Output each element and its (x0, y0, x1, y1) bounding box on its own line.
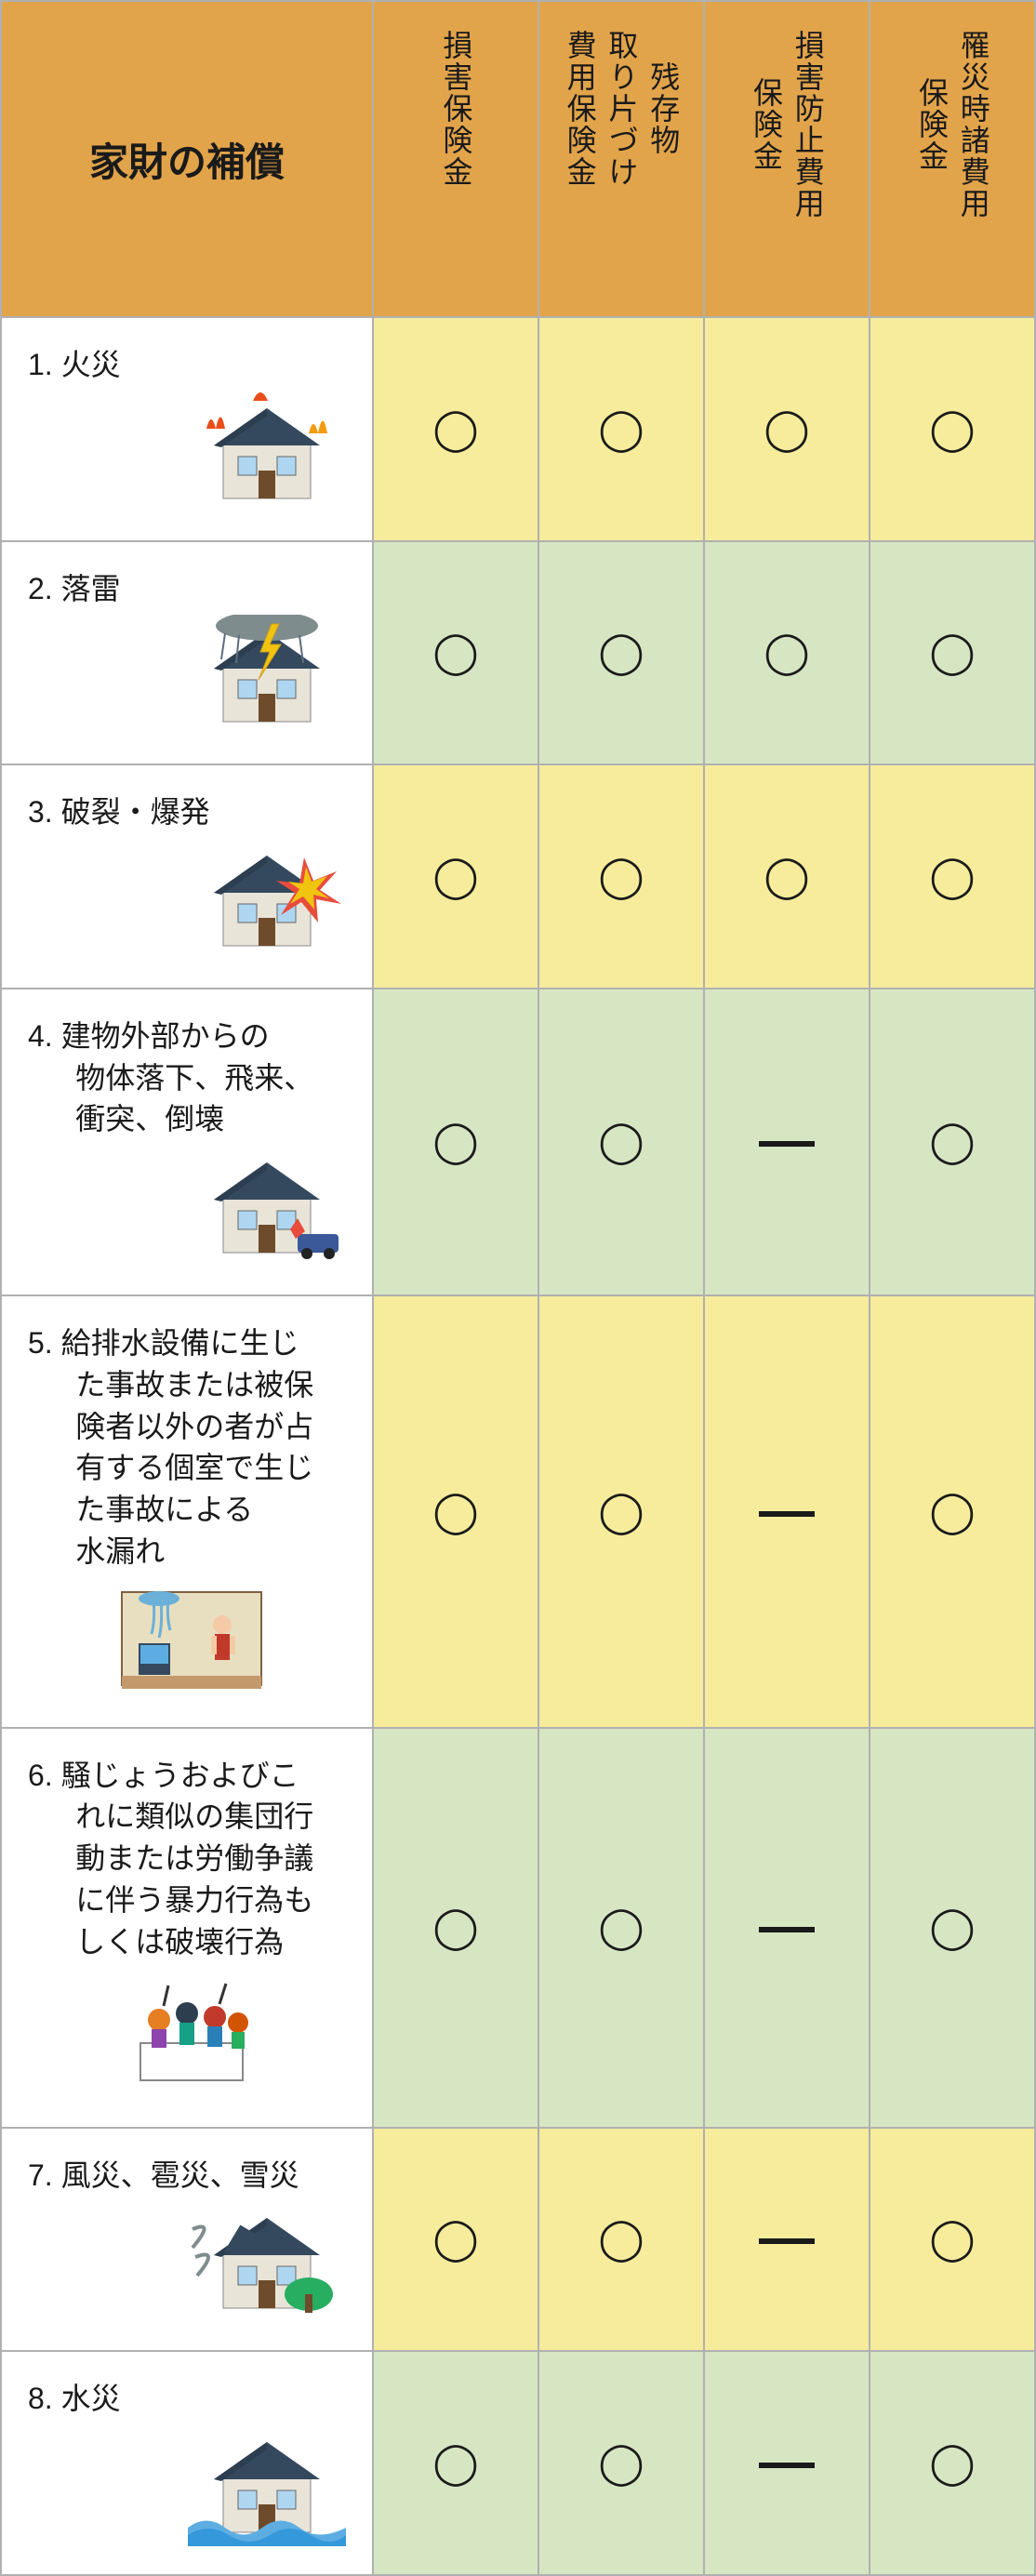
col-header-3-text: 損害防止費用保険金 (745, 30, 829, 219)
coverage-cell: ◯ (538, 764, 704, 989)
coverage-cell: ◯ (538, 1295, 704, 1728)
dash-mark (759, 2463, 815, 2468)
lightning-icon (188, 615, 346, 736)
dash-mark (759, 2238, 815, 2244)
row-label: 5. 給排水設備に生じた事故または被保険者以外の者が占有する個室で生じた事故によ… (1, 1295, 373, 1728)
row-label: 8. 水災 (1, 2351, 373, 2575)
row-label: 6. 騒じょうおよびこれに類似の集団行動または労働争議に伴う暴力行為もしくは破壊… (1, 1728, 373, 2128)
table-row: 2. 落雷◯◯◯◯ (1, 541, 1035, 765)
leak-icon (113, 1578, 271, 1699)
coverage-cell: ◯ (538, 2128, 704, 2352)
row-label: 2. 落雷 (1, 541, 373, 765)
coverage-cell: ◯ (870, 541, 1035, 765)
col-header-4: 罹災時諸費用保険金 (870, 1, 1035, 317)
coverage-cell (704, 2351, 870, 2575)
coverage-cell: ◯ (538, 1728, 704, 2128)
coverage-cell: ◯ (373, 2128, 538, 2352)
impact-icon (188, 1146, 346, 1267)
row-num: 8. (28, 2382, 61, 2415)
dash-mark (759, 1511, 815, 1517)
row-num: 4. (28, 1019, 61, 1053)
col-header-2: 残存物取り片づけ費用保険金 (538, 1, 704, 317)
col-header-1: 損害保険金 (373, 1, 538, 317)
coverage-cell: ◯ (870, 764, 1035, 989)
coverage-table: 家財の補償 損害保険金 残存物取り片づけ費用保険金 損害防止費用保険金 罹災時諸… (0, 0, 1036, 2576)
table-row: 4. 建物外部からの物体落下、飛来、衝突、倒壊◯◯◯ (1, 989, 1035, 1295)
coverage-cell: ◯ (373, 989, 538, 1295)
coverage-cell: ◯ (538, 317, 704, 541)
col-header-4-text: 罹災時諸費用保険金 (910, 30, 994, 219)
table-row: 6. 騒じょうおよびこれに類似の集団行動または労働争議に伴う暴力行為もしくは破壊… (1, 1728, 1035, 2128)
col-header-3: 損害防止費用保険金 (704, 1, 870, 317)
dash-mark (759, 1927, 815, 1932)
coverage-cell: ◯ (870, 989, 1035, 1295)
row-num: 7. (28, 2158, 61, 2192)
row-label: 4. 建物外部からの物体落下、飛来、衝突、倒壊 (1, 989, 373, 1295)
coverage-cell: ◯ (373, 541, 538, 765)
flood-icon (188, 2425, 346, 2546)
coverage-cell (704, 2128, 870, 2352)
row-label: 3. 破裂・爆発 (1, 764, 373, 989)
coverage-cell: ◯ (870, 1295, 1035, 1728)
coverage-cell: ◯ (538, 989, 704, 1295)
table-row: 7. 風災、雹災、雪災◯◯◯ (1, 2128, 1035, 2352)
table-title: 家財の補償 (1, 1, 373, 317)
coverage-cell (704, 1295, 870, 1728)
coverage-cell: ◯ (704, 317, 870, 541)
coverage-cell: ◯ (373, 764, 538, 989)
table-row: 3. 破裂・爆発◯◯◯◯ (1, 764, 1035, 989)
coverage-cell: ◯ (704, 764, 870, 989)
col-header-1-text: 損害保険金 (435, 30, 477, 188)
coverage-cell: ◯ (870, 2128, 1035, 2352)
coverage-cell: ◯ (538, 2351, 704, 2575)
coverage-cell: ◯ (373, 1295, 538, 1728)
table-row: 5. 給排水設備に生じた事故または被保険者以外の者が占有する個室で生じた事故によ… (1, 1295, 1035, 1728)
coverage-cell: ◯ (704, 541, 870, 765)
explosion-icon (188, 839, 346, 960)
coverage-cell (704, 989, 870, 1295)
coverage-cell: ◯ (870, 1728, 1035, 2128)
wind-icon (188, 2201, 346, 2322)
coverage-cell: ◯ (870, 317, 1035, 541)
fire-icon (188, 392, 346, 512)
row-num: 5. (28, 1326, 61, 1360)
coverage-cell: ◯ (373, 2351, 538, 2575)
row-num: 1. (28, 348, 61, 381)
coverage-cell: ◯ (373, 317, 538, 541)
coverage-cell: ◯ (538, 541, 704, 765)
coverage-cell (704, 1728, 870, 2128)
row-label: 1. 火災 (1, 317, 373, 541)
row-num: 2. (28, 572, 61, 605)
coverage-cell: ◯ (373, 1728, 538, 2128)
riot-icon (113, 1969, 271, 2090)
row-num: 6. (28, 1759, 61, 1792)
coverage-cell: ◯ (870, 2351, 1035, 2575)
table-row: 8. 水災◯◯◯ (1, 2351, 1035, 2575)
table-row: 1. 火災◯◯◯◯ (1, 317, 1035, 541)
dash-mark (759, 1141, 815, 1147)
col-header-2-text: 残存物取り片づけ費用保険金 (559, 30, 684, 188)
row-label: 7. 風災、雹災、雪災 (1, 2128, 373, 2352)
row-num: 3. (28, 795, 61, 829)
